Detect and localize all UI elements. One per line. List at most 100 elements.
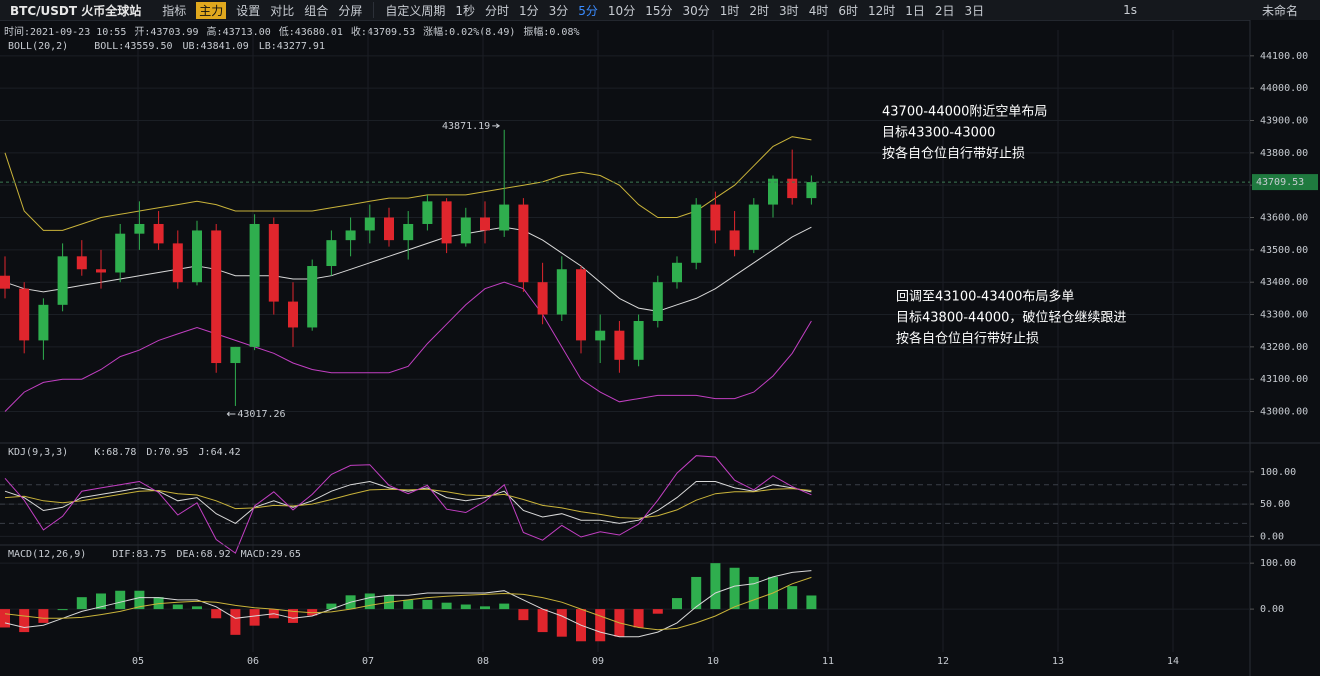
candle-body — [230, 346, 241, 364]
y-tick-label: 43300.00 — [1260, 310, 1308, 321]
high-label: 43871.19 — [442, 121, 490, 132]
macd-bar — [192, 606, 202, 610]
last-price-tag — [1252, 174, 1318, 191]
macd-bar — [672, 598, 682, 610]
y-tick-label: 43500.00 — [1260, 245, 1308, 256]
tool[interactable]: 对比 — [270, 3, 295, 18]
tool[interactable]: 主力 — [196, 1, 227, 19]
legend-entry: UB:43841.09 — [183, 41, 249, 52]
candle-body — [691, 204, 702, 263]
macd-bar — [38, 609, 49, 623]
info-item: 高:43713.00 — [207, 25, 271, 38]
custom-period[interactable]: 自定义周期 — [385, 3, 446, 18]
candle-body — [249, 223, 260, 347]
x-tick-label: 12 — [937, 656, 949, 667]
macd-bar — [249, 609, 260, 626]
macd-bar — [19, 609, 30, 633]
macd-bar — [518, 609, 529, 621]
candle-body — [556, 269, 567, 315]
candle-body — [288, 301, 298, 328]
period[interactable]: 4时 — [808, 3, 829, 18]
tool[interactable]: 分屏 — [338, 3, 363, 18]
y-tick-label: 44000.00 — [1260, 83, 1308, 94]
low-label: 43017.26 — [237, 409, 285, 420]
period[interactable]: 1分 — [519, 3, 539, 18]
y-tick-label: 43900.00 — [1260, 115, 1308, 126]
period[interactable]: 30分 — [682, 3, 710, 18]
toolbar: BTC/USDT 火币全球站 指标 主力 设置 对比 组合 分屏 自定义周期 1秒 分时 1分… — [0, 0, 1320, 21]
legend-entry: DEA:68.92 — [176, 549, 230, 560]
candle-body — [326, 240, 337, 267]
y-tick-label: 43800.00 — [1260, 148, 1308, 159]
info-item: 时间:2021-09-23 10:55 — [4, 25, 126, 38]
macd-bar — [480, 606, 490, 610]
tool[interactable]: 指标 — [162, 3, 187, 18]
indicator-line — [4, 480, 812, 524]
info-item: 收:43709.53 — [351, 25, 415, 38]
period[interactable]: 1时 — [719, 3, 740, 18]
candle-body — [38, 304, 49, 341]
macd-bar — [134, 590, 145, 610]
period[interactable]: 1日 — [905, 3, 925, 18]
x-tick-label: 10 — [707, 656, 719, 667]
period[interactable]: 3时 — [779, 3, 799, 18]
symbol[interactable]: BTC/USDT 火币全球站 — [10, 3, 142, 18]
macd-bar — [403, 599, 414, 610]
interval[interactable]: 1s — [1123, 3, 1137, 17]
info-item: 低:43680.01 — [279, 25, 343, 38]
period[interactable]: 2日 — [934, 3, 955, 18]
x-tick-label: 05 — [132, 656, 144, 667]
layout-name[interactable]: 未命名 — [1261, 3, 1298, 18]
macd-bar — [364, 593, 375, 610]
macd-bar — [96, 593, 106, 610]
candle-body — [652, 282, 663, 321]
macd-bar — [441, 602, 452, 610]
period[interactable]: 1秒 — [455, 3, 475, 18]
period[interactable]: 12时 — [867, 3, 896, 18]
candle-body — [729, 230, 740, 250]
tool[interactable]: 组合 — [304, 3, 329, 18]
period[interactable]: 3日 — [964, 3, 985, 18]
period[interactable]: 3分 — [548, 3, 569, 18]
info-item: 振幅:0.08% — [523, 25, 579, 38]
period[interactable]: 6时 — [838, 3, 858, 18]
tool[interactable]: 设置 — [236, 3, 261, 18]
legend-entry: BOLL:43559.50 — [94, 41, 172, 52]
y-tick-label: 43200.00 — [1260, 342, 1308, 353]
candle-body — [768, 178, 778, 205]
candle-body — [614, 330, 625, 360]
candle-body — [441, 201, 452, 244]
x-tick-label: 08 — [477, 656, 489, 667]
info-item: 开:43703.99 — [134, 27, 198, 38]
macd-bar — [326, 603, 337, 610]
macd-bar — [652, 609, 663, 614]
candle-body — [595, 330, 606, 341]
x-tick-label: 13 — [1052, 656, 1064, 667]
y-tick-label: 50.00 — [1260, 499, 1290, 510]
macd-bar — [172, 604, 183, 610]
macd-bar — [633, 609, 644, 628]
annotation: 按各自仓位自行带好止损 — [882, 146, 1025, 162]
candle-body — [384, 217, 394, 241]
x-tick-label: 06 — [247, 656, 259, 667]
period[interactable]: 5分 — [578, 3, 598, 18]
candle-body — [806, 182, 817, 199]
candle-body — [192, 230, 202, 283]
period[interactable]: 2时 — [749, 3, 770, 18]
legend-entry: DIF:83.75 — [112, 549, 166, 560]
x-tick-label: 09 — [592, 656, 604, 667]
period[interactable]: 10分 — [607, 3, 636, 18]
period[interactable]: 分时 — [484, 3, 509, 18]
indicator-line — [4, 576, 812, 631]
candle-body — [172, 243, 183, 283]
macd-bar — [537, 609, 548, 633]
macd-bar — [499, 603, 510, 610]
macd-bar — [556, 609, 567, 637]
candle-body — [633, 320, 644, 360]
candle-body — [115, 233, 126, 273]
annotation: 目标43800-44000，破位轻仓继续跟进 — [896, 311, 1126, 326]
candle-body — [518, 204, 529, 283]
candle-body — [537, 282, 548, 315]
period[interactable]: 15分 — [645, 3, 673, 18]
